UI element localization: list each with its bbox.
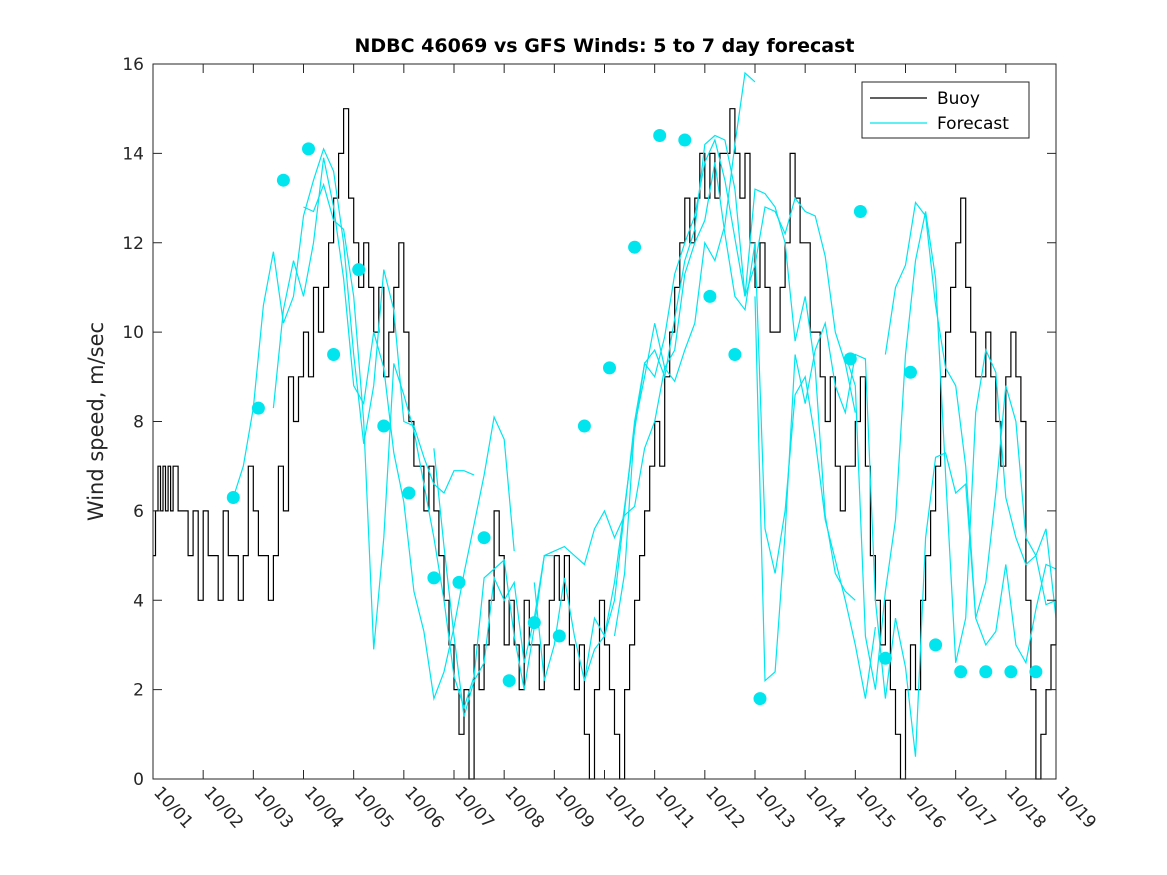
forecast-marker-20 bbox=[728, 348, 742, 361]
forecast-marker-14 bbox=[577, 419, 591, 433]
buoy-line bbox=[153, 108, 1057, 780]
forecast-line-9 bbox=[884, 201, 1057, 665]
forecast-marker-30 bbox=[1029, 665, 1043, 679]
forecast-marker-19 bbox=[703, 289, 717, 303]
legend[interactable]: Buoy Forecast bbox=[861, 81, 1030, 139]
forecast-marker-0 bbox=[226, 491, 240, 504]
forecast-marker-3 bbox=[302, 142, 315, 156]
y-tick-label-6: 12 bbox=[122, 234, 144, 254]
forecast-line-4 bbox=[533, 138, 856, 681]
forecast-line-7 bbox=[754, 296, 1057, 757]
forecast-marker-25 bbox=[904, 365, 917, 379]
forecast-markers bbox=[226, 129, 1043, 706]
forecast-marker-18 bbox=[678, 133, 692, 147]
y-tick-label-4: 8 bbox=[133, 413, 144, 433]
forecast-line-0 bbox=[232, 147, 475, 498]
forecast-marker-22 bbox=[843, 352, 857, 366]
forecast-marker-16 bbox=[628, 240, 642, 254]
forecast-marker-27 bbox=[954, 665, 968, 679]
forecast-marker-4 bbox=[327, 348, 341, 361]
forecast-marker-26 bbox=[929, 638, 943, 652]
forecast-marker-17 bbox=[653, 129, 667, 142]
legend-label-buoy: Buoy bbox=[937, 89, 980, 109]
legend-label-forecast: Forecast bbox=[937, 114, 1009, 134]
forecast-line-1 bbox=[272, 157, 515, 701]
forecast-marker-8 bbox=[427, 571, 441, 585]
forecast-marker-11 bbox=[502, 674, 516, 688]
y-axis-label: Wind speed, m/sec bbox=[84, 322, 108, 521]
y-tick-label-1: 2 bbox=[133, 681, 144, 701]
forecast-line-6 bbox=[613, 162, 876, 699]
forecast-marker-5 bbox=[352, 263, 366, 277]
forecast-line-8 bbox=[844, 211, 1057, 690]
forecast-marker-10 bbox=[477, 531, 491, 545]
forecast-marker-24 bbox=[878, 651, 892, 665]
forecast-marker-7 bbox=[402, 486, 416, 500]
y-tick-label-2: 4 bbox=[133, 591, 144, 611]
buoy-series bbox=[153, 108, 1057, 780]
forecast-line-3 bbox=[433, 71, 756, 717]
y-tick-label-8: 16 bbox=[122, 55, 144, 75]
forecast-marker-2 bbox=[276, 173, 290, 187]
forecast-line-5 bbox=[583, 134, 856, 681]
chart-title: NDBC 46069 vs GFS Winds: 5 to 7 day fore… bbox=[354, 35, 854, 57]
forecast-marker-15 bbox=[603, 361, 616, 375]
forecast-marker-13 bbox=[552, 629, 566, 643]
forecast-line-2 bbox=[303, 182, 555, 710]
legend-box bbox=[861, 81, 1030, 139]
forecast-marker-9 bbox=[452, 575, 466, 589]
y-tick-label-7: 14 bbox=[122, 144, 144, 164]
y-tick-label-3: 6 bbox=[133, 502, 144, 522]
plot-background bbox=[153, 64, 1056, 779]
forecast-series bbox=[232, 71, 1057, 757]
plot-area bbox=[153, 64, 1056, 779]
forecast-marker-28 bbox=[979, 665, 993, 679]
forecast-marker-12 bbox=[527, 616, 541, 630]
forecast-marker-23 bbox=[853, 205, 867, 218]
forecast-marker-21 bbox=[753, 692, 767, 706]
forecast-marker-29 bbox=[1004, 665, 1018, 679]
forecast-marker-6 bbox=[377, 419, 391, 433]
forecast-marker-1 bbox=[251, 401, 265, 415]
y-tick-label-0: 0 bbox=[133, 770, 144, 790]
y-tick-label-5: 10 bbox=[122, 323, 144, 343]
